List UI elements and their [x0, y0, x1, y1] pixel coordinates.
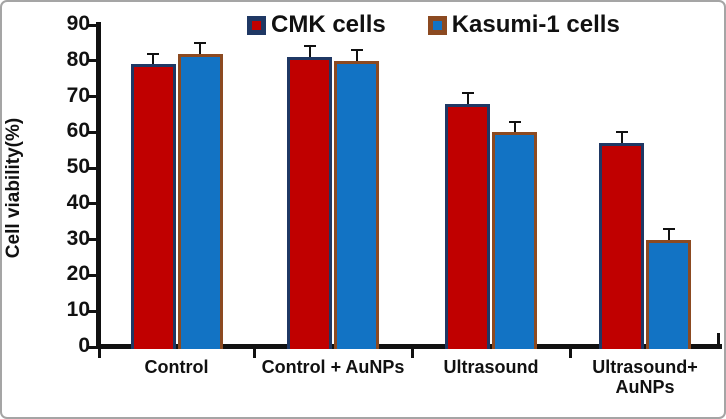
legend-swatch-kasumi-icon: [427, 15, 447, 35]
error-bar-stem: [152, 53, 154, 65]
y-axis-line: [96, 22, 101, 349]
y-axis-title: Cell viability(%): [3, 117, 24, 259]
y-tick-label: 20: [66, 262, 90, 286]
error-bar-cap: [508, 120, 521, 123]
y-tick-label: 50: [66, 155, 90, 179]
error-bar-cap: [615, 131, 628, 134]
bar-cmk-cells-control-aunps: [287, 57, 332, 349]
y-tick-label: 40: [66, 190, 90, 214]
y-tick: [87, 95, 96, 99]
y-tick: [87, 202, 96, 206]
legend-item-cmk-cells: CMK cells: [247, 11, 386, 39]
y-tick: [87, 130, 96, 134]
bar-cmk-cells-control: [130, 64, 176, 349]
error-bar-cap: [147, 52, 159, 55]
y-tick-label: 0: [78, 334, 90, 357]
y-tick: [87, 345, 96, 349]
x-tick: [98, 349, 101, 358]
bar-cmk-cells-ultrasound-aunps: [599, 143, 644, 349]
x-axis-line: [96, 344, 722, 349]
bar-kasumi-1-cells-control: [177, 53, 223, 349]
legend-label-kasumi: Kasumi-1 cells: [451, 11, 620, 38]
y-tick: [87, 59, 96, 63]
y-tick-label: 80: [66, 47, 90, 71]
x-axis-end-tick: [717, 333, 720, 344]
bar-kasumi-1-cells-ultrasound: [492, 132, 537, 349]
x-category-label-control: Control: [144, 357, 209, 377]
bar-kasumi-1-cells-control-aunps: [334, 60, 379, 349]
y-tick-label: 90: [66, 12, 90, 35]
y-tick-label: 10: [66, 298, 90, 322]
bar-kasumi-1-cells-ultrasound-aunps: [646, 239, 691, 349]
x-category-label-ultrasound: Ultrasound: [443, 357, 539, 377]
legend-swatch-cmk-icon: [247, 15, 266, 35]
error-bar-stem: [199, 42, 201, 54]
x-category-label-control-aunps: Control + AuNPs: [261, 357, 405, 377]
legend-item-kasumi-cells: Kasumi-1 cells: [427, 11, 620, 39]
x-tick: [411, 349, 414, 358]
y-tick: [87, 273, 96, 277]
x-tick: [253, 349, 256, 358]
legend: CMK cells Kasumi-1 cells: [247, 11, 620, 39]
y-tick: [87, 23, 96, 27]
error-bar-stem: [355, 50, 358, 61]
error-bar-cap: [461, 91, 474, 94]
y-tick-label: 70: [66, 83, 90, 107]
bar-cmk-cells-ultrasound: [445, 103, 490, 349]
error-bar-stem: [667, 228, 670, 240]
y-tick-label: 30: [66, 226, 90, 250]
error-bar-stem: [620, 132, 623, 144]
legend-label-cmk: CMK cells: [271, 11, 386, 38]
error-bar-stem: [466, 92, 469, 104]
error-bar-cap: [350, 49, 363, 52]
y-tick: [87, 166, 96, 170]
error-bar-cap: [194, 41, 206, 44]
error-bar-stem: [308, 46, 311, 58]
y-tick: [87, 238, 96, 242]
x-tick: [569, 349, 572, 358]
error-bar-cap: [662, 227, 675, 230]
y-tick: [87, 309, 96, 313]
error-bar-stem: [513, 121, 516, 133]
error-bar-cap: [303, 45, 316, 48]
x-category-label-ultrasound-aunps: Ultrasound+ AuNPs: [592, 357, 698, 397]
y-tick-label: 60: [66, 119, 90, 143]
